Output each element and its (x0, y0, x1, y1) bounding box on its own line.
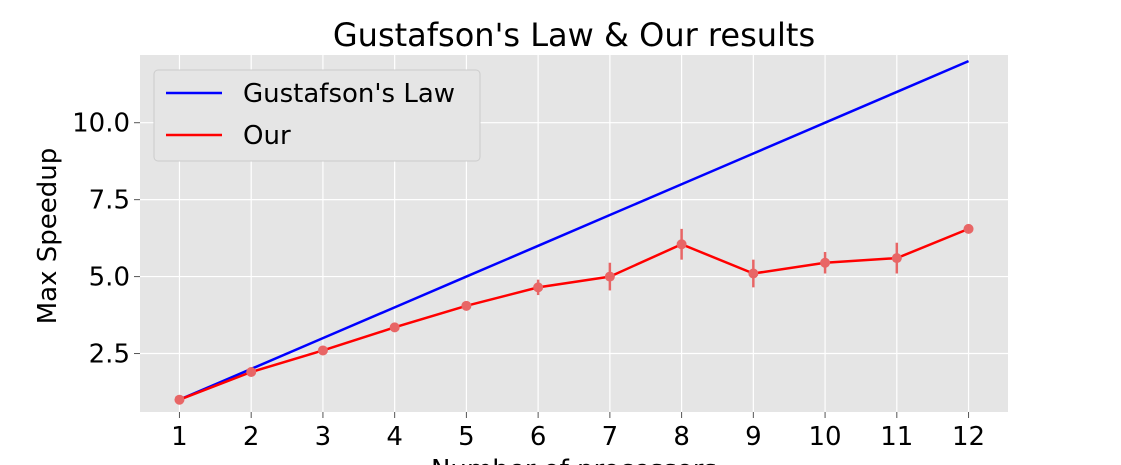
data-point (748, 268, 759, 279)
legend-box (153, 69, 481, 162)
data-point (389, 322, 400, 333)
series-layer (174, 60, 974, 405)
x-tick-label: 3 (315, 422, 332, 452)
y-tick-label: 10.0 (72, 109, 130, 139)
x-tick-label: 10 (809, 422, 842, 452)
x-tick-label: 12 (952, 422, 985, 452)
legend-label-gustafson: Gustafson's Law (243, 79, 455, 109)
x-ticks: 1 2 3 4 5 6 7 8 9 10 11 12 (171, 412, 985, 452)
data-point (533, 282, 544, 293)
x-tick-label: 5 (458, 422, 475, 452)
x-tick-label: 11 (880, 422, 913, 452)
data-point (820, 257, 831, 268)
data-point (174, 394, 185, 405)
data-point (246, 366, 257, 377)
data-point (604, 271, 615, 282)
data-point (963, 223, 974, 234)
y-tick-label: 7.5 (89, 186, 130, 216)
series-line-gustafson-s-law (178, 60, 970, 401)
x-tick-label: 2 (243, 422, 260, 452)
x-tick-label: 9 (745, 422, 762, 452)
x-tick-label: 7 (602, 422, 619, 452)
data-point (317, 345, 328, 356)
data-point (891, 253, 902, 264)
legend-label-our: Our (243, 121, 291, 151)
data-point (461, 300, 472, 311)
x-axis-label: Number of processors (431, 455, 717, 465)
legend: Gustafson's Law Our (153, 69, 481, 162)
x-tick-label: 8 (673, 422, 690, 452)
y-ticks: 2.5 5.0 7.5 10.0 (72, 109, 140, 370)
y-axis-label: Max Speedup (33, 148, 63, 325)
x-tick-label: 4 (386, 422, 403, 452)
y-tick-label: 2.5 (89, 340, 130, 370)
chart-title: Gustafson's Law & Our results (333, 16, 815, 54)
series-line-our (179, 227, 970, 401)
data-point (676, 239, 687, 250)
x-tick-label: 1 (171, 422, 188, 452)
x-tick-label: 6 (530, 422, 547, 452)
y-tick-label: 5.0 (89, 263, 130, 293)
